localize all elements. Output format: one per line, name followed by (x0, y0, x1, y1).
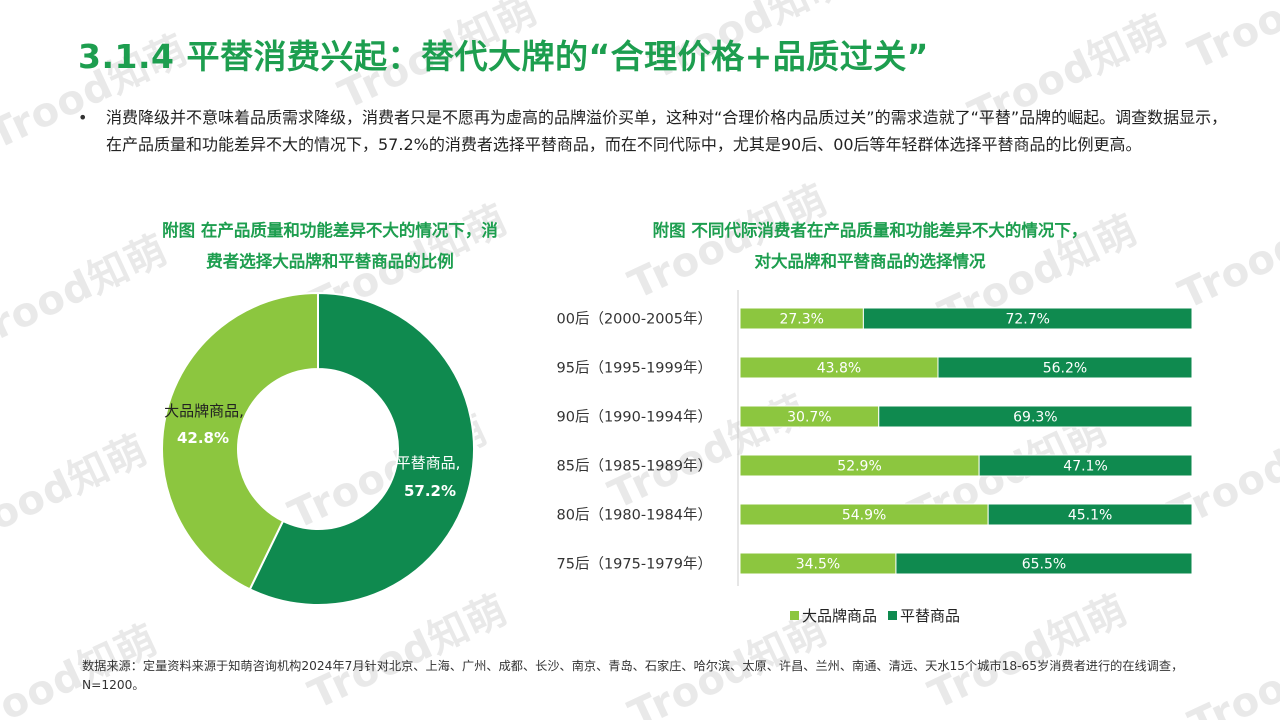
bullet-paragraph: • 消费降级并不意味着品质需求降级，消费者只是不愿再为虚高的品牌溢价买单，这种对… (78, 104, 1228, 158)
bullet-text: 消费降级并不意味着品质需求降级，消费者只是不愿再为虚高的品牌溢价买单，这种对“合… (106, 108, 1228, 154)
donut-chart-title: 附图 在产品质量和功能差异不大的情况下，消 费者选择大品牌和平替商品的比例 (130, 215, 530, 277)
donut-label-name-0: 平替商品, (396, 454, 461, 472)
bar-category-label-0: 00后（2000-2005年） (557, 311, 713, 328)
bar-category-label-4: 80后（1980-1984年） (557, 507, 713, 524)
legend-label-1: 平替商品 (900, 607, 960, 625)
donut-slice-0 (248, 291, 475, 606)
bar-data-label-5-1: 65.5% (1022, 557, 1066, 573)
bullet-icon: • (78, 108, 88, 127)
bar-segment-3-1 (978, 454, 1193, 477)
legend-swatch-0 (790, 611, 799, 620)
bar-category-label-1: 95后（1995-1999年） (557, 360, 713, 377)
donut-label-value-0: 57.2% (404, 482, 456, 500)
bar-data-label-3-1: 47.1% (1063, 459, 1107, 475)
donut-label-name-1: 大品牌商品, (164, 402, 244, 420)
bar-data-label-1-0: 43.8% (817, 361, 861, 377)
bar-data-label-0-0: 27.3% (779, 312, 823, 328)
bar-title-line-1: 附图 不同代际消费者在产品质量和功能差异不大的情况下， (652, 221, 1088, 240)
donut-slice-1 (161, 291, 319, 591)
page-title: 3.1.4 平替消费兴起：替代大牌的“合理价格+品质过关” (78, 37, 929, 76)
legend-swatch-1 (888, 611, 897, 620)
bar-segment-2-1 (878, 405, 1193, 428)
bar-data-label-5-0: 34.5% (796, 557, 840, 573)
bar-data-label-1-1: 56.2% (1043, 361, 1087, 377)
bar-category-label-3: 85后（1985-1989年） (557, 458, 713, 475)
bar-data-label-0-1: 72.7% (1005, 312, 1049, 328)
bar-segment-1-1 (937, 356, 1193, 379)
bar-segment-0-1 (862, 307, 1193, 330)
bar-segment-4-1 (987, 503, 1193, 526)
donut-title-line-2: 费者选择大品牌和平替商品的比例 (206, 252, 454, 271)
source-note: 数据来源：定量资料来源于知萌咨询机构2024年7月针对北京、上海、广州、成都、长… (82, 659, 1184, 692)
bar-data-label-4-0: 54.9% (842, 508, 886, 524)
bar-segment-5-1 (895, 552, 1193, 575)
legend-label-0: 大品牌商品 (802, 607, 877, 625)
bar-data-label-2-1: 69.3% (1013, 410, 1057, 426)
bar-data-label-2-0: 30.7% (787, 410, 831, 426)
bar-chart-title: 附图 不同代际消费者在产品质量和功能差异不大的情况下， 对大品牌和平替商品的选择… (590, 215, 1150, 277)
bar-data-label-4-1: 45.1% (1068, 508, 1112, 524)
bar-data-label-3-0: 52.9% (837, 459, 881, 475)
bar-category-label-2: 90后（1990-1994年） (557, 409, 713, 426)
donut-label-value-1: 42.8% (177, 429, 229, 447)
donut-title-line-1: 附图 在产品质量和功能差异不大的情况下，消 (162, 221, 498, 240)
bar-title-line-2: 对大品牌和平替商品的选择情况 (754, 252, 986, 271)
bar-category-label-5: 75后（1975-1979年） (557, 556, 713, 573)
